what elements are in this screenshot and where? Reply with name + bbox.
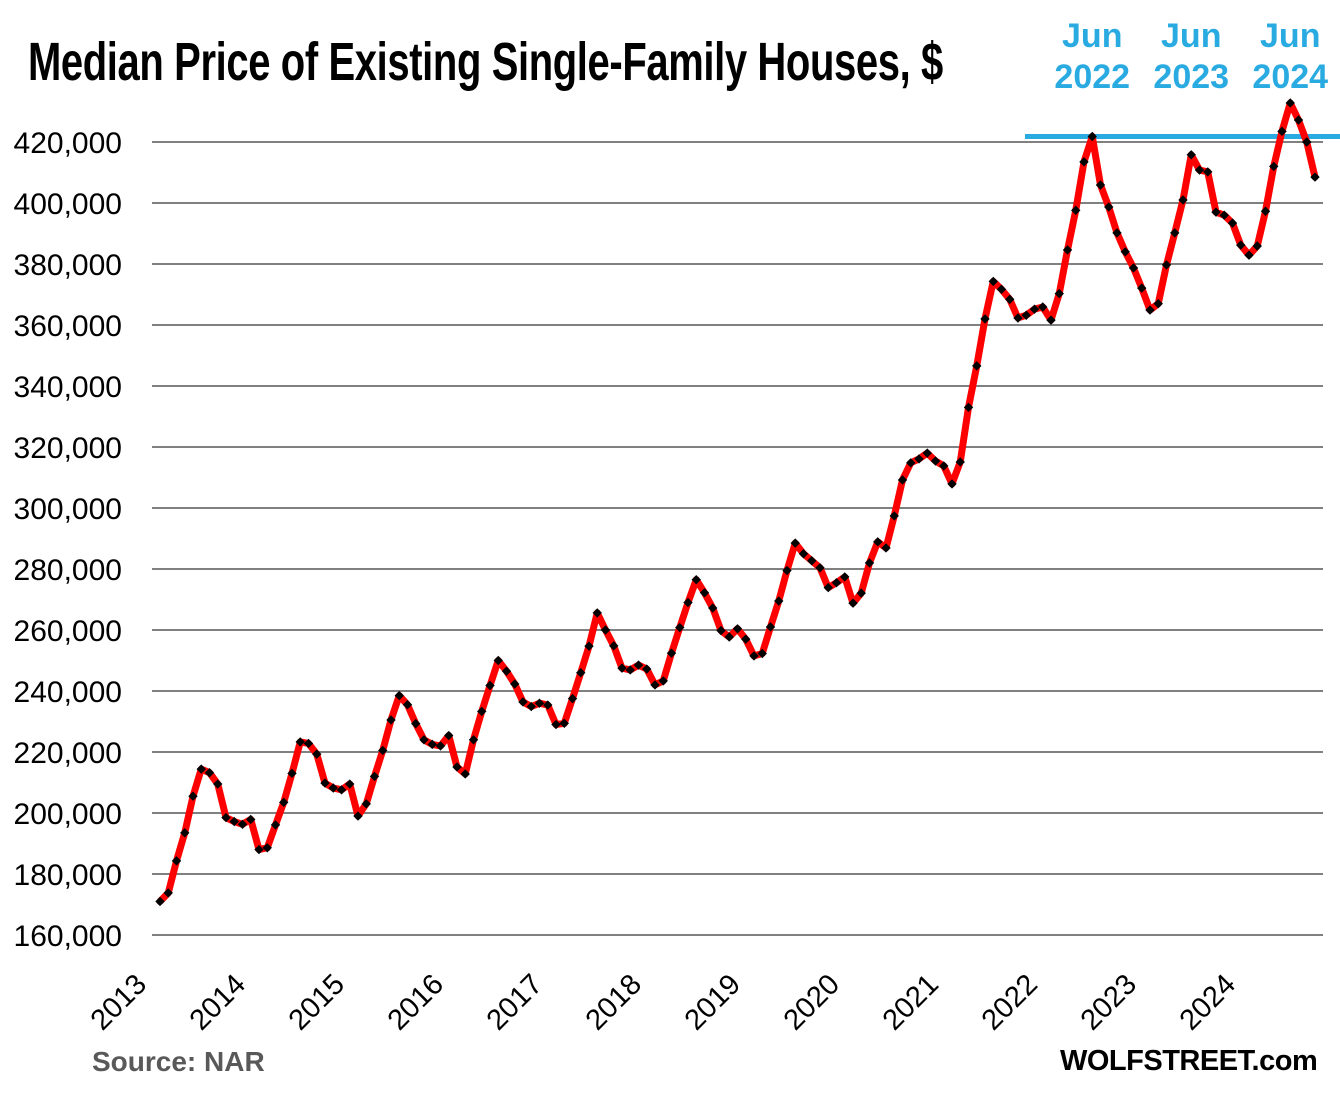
x-tick-label: 2023 [1075, 968, 1143, 1036]
x-tick-label: 2018 [580, 968, 648, 1036]
y-tick-label: 340,000 [14, 371, 122, 404]
y-tick-label: 420,000 [14, 127, 122, 160]
jun-annotation-0-year: 2022 [1054, 58, 1131, 96]
y-tick-label: 400,000 [14, 188, 122, 221]
jun-annotation-1: Jun 2023 [1131, 16, 1251, 98]
jun-annotation-1-month: Jun [1161, 17, 1222, 55]
x-tick-label: 2015 [283, 968, 351, 1036]
y-tick-label: 180,000 [14, 859, 122, 892]
chart-title: Median Price of Existing Single-Family H… [28, 32, 943, 92]
y-tick-label: 260,000 [14, 615, 122, 648]
y-tick-label: 220,000 [14, 737, 122, 770]
y-tick-label: 200,000 [14, 798, 122, 831]
source-note: Source: NAR [92, 1046, 265, 1077]
wolfstreet-watermark: WOLFSTREET.com [1060, 1045, 1318, 1077]
jun-annotation-2-month: Jun [1260, 17, 1321, 55]
data-point-markers [155, 98, 1320, 907]
x-tick-label: 2017 [481, 968, 549, 1036]
jun-annotation-1-year: 2023 [1153, 58, 1230, 96]
jun-annotation-0: Jun 2022 [1032, 16, 1152, 98]
y-tick-label: 360,000 [14, 310, 122, 343]
y-tick-label: 160,000 [14, 920, 122, 953]
jun-annotation-2-year: 2024 [1252, 58, 1329, 96]
x-tick-label: 2020 [778, 968, 846, 1036]
x-tick-label: 2022 [976, 968, 1044, 1036]
y-tick-label: 380,000 [14, 249, 122, 282]
x-tick-label: 2021 [877, 968, 945, 1036]
x-tick-label: 2019 [679, 968, 747, 1036]
x-tick-label: 2024 [1174, 968, 1242, 1036]
x-tick-label: 2014 [184, 968, 252, 1036]
y-tick-label: 320,000 [14, 432, 122, 465]
y-tick-label: 240,000 [14, 676, 122, 709]
price-line [156, 99, 1319, 905]
jun-annotation-0-month: Jun [1062, 17, 1123, 55]
jun-annotation-2: Jun 2024 [1230, 16, 1340, 98]
y-tick-label: 300,000 [14, 493, 122, 526]
x-tick-label: 2013 [85, 968, 153, 1036]
x-tick-label: 2016 [382, 968, 450, 1036]
y-tick-label: 280,000 [14, 554, 122, 587]
